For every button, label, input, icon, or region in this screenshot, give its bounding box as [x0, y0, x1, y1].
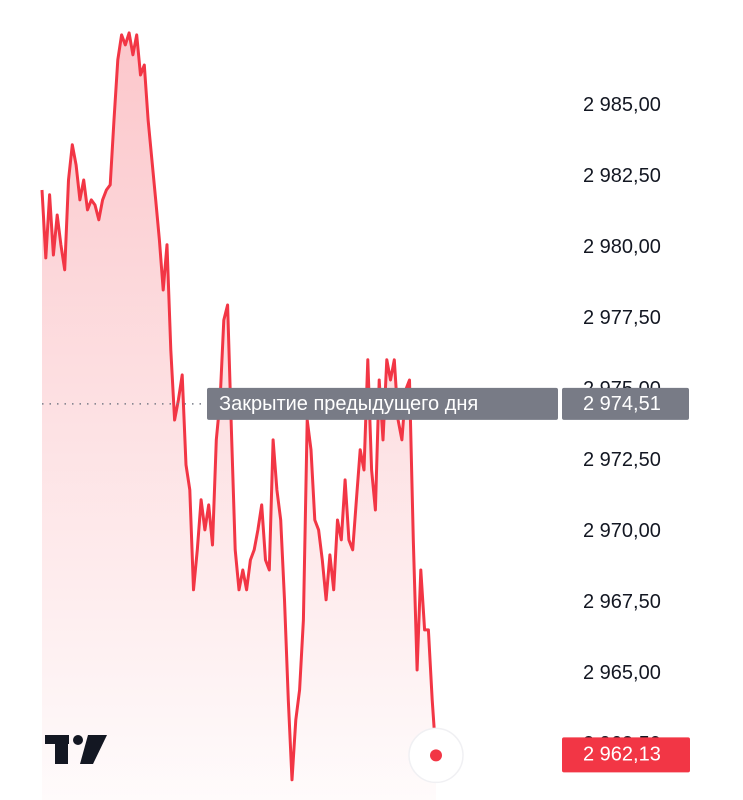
y-tick-label: 2 972,50 — [583, 449, 661, 471]
last-price-box — [562, 737, 690, 773]
previous-close-name-box — [207, 387, 558, 420]
y-tick-label: 2 965,00 — [583, 662, 661, 684]
previous-close-name: Закрытие предыдущего дня — [219, 393, 478, 415]
previous-close-value-box — [562, 387, 689, 420]
y-tick-label: 2 970,00 — [583, 520, 661, 542]
last-price-label: 2 962,13 — [583, 744, 661, 766]
y-tick-label: 2 985,00 — [583, 94, 661, 116]
y-tick-label: 2 967,50 — [583, 591, 661, 613]
previous-close-value: 2 974,51 — [583, 393, 661, 415]
last-point — [430, 749, 442, 762]
y-tick-label: 2 982,50 — [583, 165, 661, 187]
price-line — [40, 31, 438, 782]
area — [42, 32, 436, 800]
y-tick-label: 2 980,00 — [583, 236, 661, 258]
y-tick-label: 2 977,50 — [583, 307, 661, 329]
logo — [45, 735, 107, 764]
